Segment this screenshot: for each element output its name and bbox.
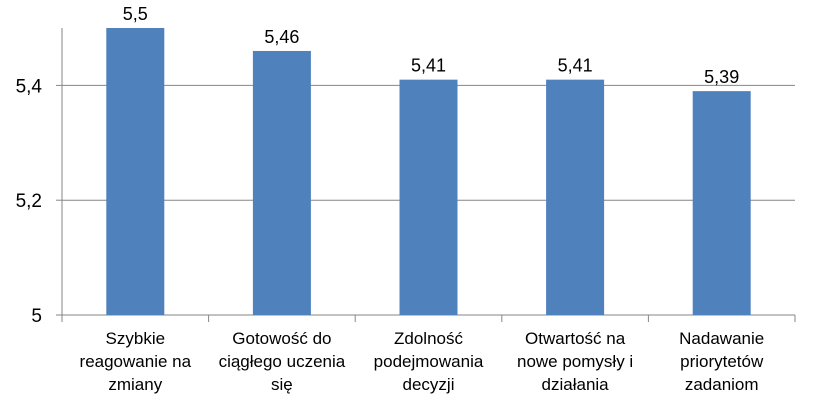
y-tick-label: 5,2 (16, 191, 42, 212)
labels: 5 5,2 5,4 5,5 Szybkie reagowanie na zmiany 5,46… (16, 4, 765, 394)
category-label: reagowanie na (80, 352, 192, 371)
category-label: Szybkie (106, 329, 166, 348)
data-label: 5,5 (123, 4, 148, 24)
category-label: zmiany (108, 375, 162, 394)
category-label: nowe pomysły i (517, 352, 633, 371)
data-label: 5,41 (558, 56, 593, 76)
category-label: zadaniom (685, 375, 759, 394)
category-label: Zdolność (394, 329, 463, 348)
data-label: 5,41 (411, 56, 446, 76)
category-label: Otwartość na (525, 329, 626, 348)
bars (106, 28, 751, 316)
bar (546, 79, 605, 315)
category-label: ciągłego uczenia (219, 352, 346, 371)
y-tick-label: 5 (31, 306, 42, 327)
category-label: priorytetów (680, 352, 764, 371)
data-label: 5,46 (264, 27, 299, 47)
category-label: decyzji (403, 375, 455, 394)
category-label: podejmowania (374, 352, 484, 371)
data-label: 5,39 (704, 67, 739, 87)
bar (252, 50, 311, 316)
bar (692, 91, 751, 315)
bar (106, 28, 165, 315)
bar (399, 79, 458, 315)
category-label: działania (542, 375, 610, 394)
category-label: się (271, 375, 293, 394)
y-tick-label: 5,4 (16, 76, 43, 97)
category-label: Gotowość do (232, 329, 331, 348)
category-label: Nadawanie (679, 329, 764, 348)
